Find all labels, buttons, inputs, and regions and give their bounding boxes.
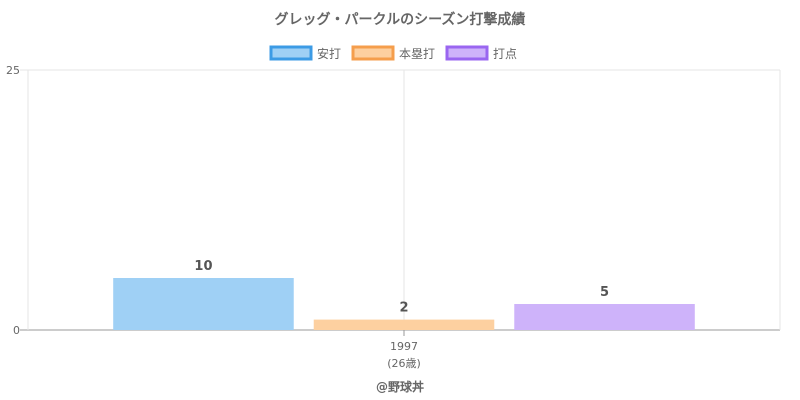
legend-swatch-安打 xyxy=(269,45,313,61)
bar-安打 xyxy=(113,278,294,330)
data-label-安打: 10 xyxy=(194,259,212,274)
x-tick-label: 1997 xyxy=(390,340,418,353)
bar-本塁打 xyxy=(313,319,495,330)
axes: 0 25 1997 (26歳) xyxy=(6,64,421,370)
legend-label-本塁打: 本塁打 xyxy=(399,47,435,61)
data-label-打点: 5 xyxy=(600,285,609,300)
legend: 安打 本塁打 打点 xyxy=(269,45,517,61)
credit-label: @野球丼 xyxy=(376,379,424,394)
legend-swatch-本塁打 xyxy=(351,45,395,61)
y-tick-label: 25 xyxy=(6,64,20,77)
legend-swatch-打点 xyxy=(445,45,489,61)
y-tick-label: 0 xyxy=(13,324,20,337)
chart-title: グレッグ・パークルのシーズン打撃成績 xyxy=(275,11,526,28)
data-label-本塁打: 2 xyxy=(399,301,408,316)
bar-打点 xyxy=(514,304,695,330)
legend-label-打点: 打点 xyxy=(493,47,517,61)
legend-label-安打: 安打 xyxy=(317,46,341,61)
x-tick-sublabel: (26歳) xyxy=(387,357,421,370)
bars: 10 2 5 xyxy=(113,259,695,330)
